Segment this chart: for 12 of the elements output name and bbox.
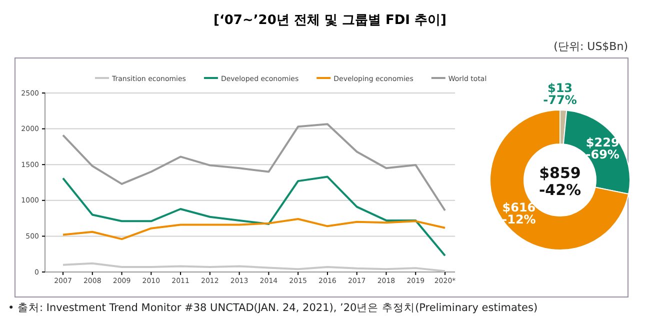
line-series — [62, 262, 446, 272]
data-label: $616 -12% — [502, 200, 536, 227]
data-label: $13 -77% — [543, 81, 577, 107]
line-series — [62, 176, 446, 257]
text: (단위: US$Bn) — [554, 40, 628, 53]
line-series — [62, 218, 446, 240]
data-label: $229 -69% — [586, 135, 620, 162]
text: $859 -42% — [538, 164, 582, 199]
chart-title: [‘07~’20년 전체 및 그룹별 FDI 추이] — [214, 13, 446, 28]
text: • 출처: Investment Trend Monitor #38 UNCTAD(JAN. 24, 2021), ’20년은 추정치(Preliminary estimates) — [8, 302, 538, 314]
line-series — [62, 123, 446, 212]
donut-slice — [490, 110, 630, 250]
